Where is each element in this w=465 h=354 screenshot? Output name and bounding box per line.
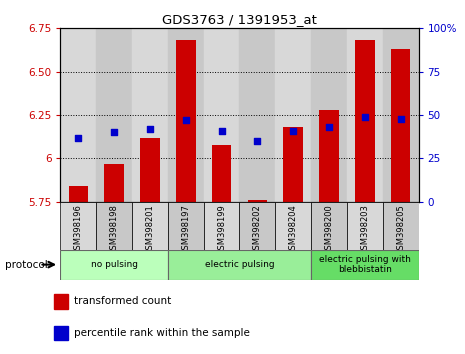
Text: no pulsing: no pulsing: [91, 260, 138, 269]
Bar: [283, 127, 303, 202]
Point: [74, 135, 82, 141]
Bar: [383, 202, 418, 250]
Bar: [104, 164, 124, 202]
Bar: [204, 202, 239, 250]
Bar: [311, 202, 347, 250]
Text: electric pulsing: electric pulsing: [205, 260, 274, 269]
Bar: [168, 202, 204, 250]
Bar: [168, 28, 204, 202]
Point: [111, 130, 118, 135]
Point: [361, 114, 368, 120]
Bar: [239, 28, 275, 202]
Bar: [275, 28, 311, 202]
Point: [397, 116, 405, 121]
Text: GSM398203: GSM398203: [360, 204, 369, 255]
Bar: [212, 144, 232, 202]
Bar: [311, 28, 347, 202]
Bar: [347, 28, 383, 202]
Bar: [168, 250, 311, 280]
Bar: [96, 202, 132, 250]
Point: [254, 138, 261, 144]
Bar: [60, 250, 168, 280]
Point: [182, 118, 190, 123]
Bar: [132, 28, 168, 202]
Title: GDS3763 / 1391953_at: GDS3763 / 1391953_at: [162, 13, 317, 26]
Bar: [54, 326, 68, 341]
Point: [218, 128, 225, 133]
Text: GSM398200: GSM398200: [325, 204, 333, 255]
Bar: [60, 202, 96, 250]
Point: [289, 128, 297, 133]
Bar: [239, 202, 275, 250]
Bar: [275, 202, 311, 250]
Point: [326, 124, 333, 130]
Bar: [96, 28, 132, 202]
Text: protocol: protocol: [5, 260, 47, 270]
Bar: [319, 110, 339, 202]
Bar: [311, 250, 418, 280]
Point: [146, 126, 153, 132]
Text: electric pulsing with
blebbistatin: electric pulsing with blebbistatin: [319, 255, 411, 274]
Bar: [355, 40, 375, 202]
Text: GSM398197: GSM398197: [181, 204, 190, 255]
Bar: [68, 186, 88, 202]
Text: GSM398198: GSM398198: [110, 204, 119, 255]
Bar: [204, 28, 239, 202]
Text: GSM398199: GSM398199: [217, 204, 226, 255]
Text: GSM398202: GSM398202: [253, 204, 262, 255]
Bar: [391, 49, 411, 202]
Text: GSM398204: GSM398204: [289, 204, 298, 255]
Text: GSM398201: GSM398201: [146, 204, 154, 255]
Text: GSM398196: GSM398196: [74, 204, 83, 255]
Bar: [60, 28, 96, 202]
Bar: [247, 200, 267, 202]
Text: transformed count: transformed count: [74, 296, 172, 306]
Bar: [347, 202, 383, 250]
Bar: [132, 202, 168, 250]
Text: GSM398205: GSM398205: [396, 204, 405, 255]
Bar: [383, 28, 418, 202]
Bar: [54, 294, 68, 309]
Bar: [140, 138, 160, 202]
Bar: [176, 40, 196, 202]
Text: percentile rank within the sample: percentile rank within the sample: [74, 328, 250, 338]
